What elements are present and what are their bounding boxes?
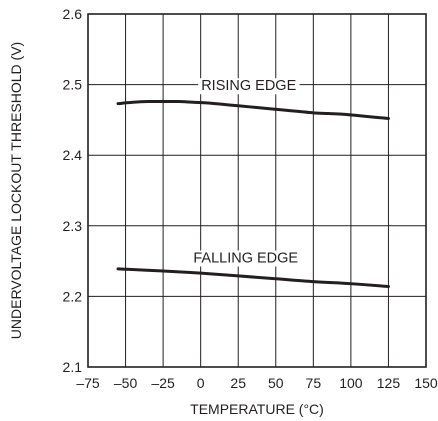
grid xyxy=(88,14,426,367)
x-tick-label: –75 xyxy=(76,375,100,391)
y-tick-label: 2.2 xyxy=(63,288,83,304)
x-tick-label: 75 xyxy=(306,375,322,391)
x-tick-label: 0 xyxy=(197,375,205,391)
series-line-falling-edge xyxy=(116,267,390,289)
plot-frame xyxy=(87,13,427,368)
series-line-rising-edge xyxy=(116,99,390,120)
x-tick-label: 50 xyxy=(268,375,284,391)
y-tick-label: 2.5 xyxy=(63,77,83,93)
x-axis-title: TEMPERATURE (°C) xyxy=(190,401,324,417)
annotations: RISING EDGE FALLING EDGE xyxy=(190,78,302,267)
y-tick-label: 2.3 xyxy=(63,218,83,234)
y-axis-title: UNDERVOLTAGE LOCKOUT THRESHOLD (V) xyxy=(8,42,24,339)
annotation-backdrop xyxy=(190,250,302,267)
x-tick-label: 150 xyxy=(414,375,438,391)
annotation-rising-edge: RISING EDGE xyxy=(201,78,296,94)
x-tick-labels: –75 –50 –25 0 25 50 75 100 125 150 xyxy=(76,375,438,391)
y-tick-labels: 2.1 2.2 2.3 2.4 2.5 2.6 xyxy=(63,6,83,375)
y-tick-label: 2.4 xyxy=(63,147,83,163)
annotation-falling-edge: FALLING EDGE xyxy=(193,251,298,267)
y-tick-label: 2.6 xyxy=(63,6,83,22)
x-tick-label: –50 xyxy=(114,375,138,391)
x-tick-label: –25 xyxy=(151,375,175,391)
annotation-backdrop xyxy=(198,78,300,95)
y-tick-label: 2.1 xyxy=(63,359,83,375)
series-lines xyxy=(116,99,390,289)
x-tick-label: 25 xyxy=(230,375,246,391)
x-tick-label: 125 xyxy=(377,375,401,391)
x-tick-label: 100 xyxy=(339,375,363,391)
